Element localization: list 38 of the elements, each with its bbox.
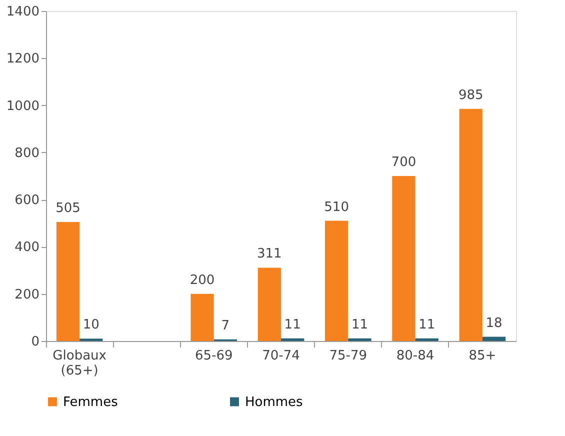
y-tick-label: 600 <box>14 193 40 208</box>
x-tick-label: 80-84 <box>396 348 434 364</box>
x-tick-label: Globaux (65+) <box>52 348 107 378</box>
bar <box>392 176 416 341</box>
data-label: 10 <box>82 318 100 333</box>
data-label: 311 <box>257 246 282 262</box>
data-label: 11 <box>418 317 436 332</box>
y-tick-label: 1400 <box>6 4 40 20</box>
x-tick-label: 70-74 <box>262 348 300 364</box>
y-tick-label: 1000 <box>6 98 40 114</box>
y-tick-label: 200 <box>14 287 40 302</box>
data-label: 11 <box>351 317 368 332</box>
bar <box>459 108 482 341</box>
data-label: 700 <box>391 155 416 170</box>
y-tick-label: 0 <box>31 334 40 350</box>
data-label: 505 <box>56 200 80 216</box>
y-tick-label: 400 <box>14 240 40 256</box>
bar <box>324 220 348 341</box>
x-tick-label: 75-79 <box>329 348 368 364</box>
legend-label: Femmes <box>63 394 118 410</box>
data-label: 510 <box>324 200 349 215</box>
bar <box>348 338 372 341</box>
legend-label: Hommes <box>245 394 304 410</box>
bar <box>258 268 281 341</box>
data-label: 18 <box>486 316 502 331</box>
bar <box>190 294 214 341</box>
x-tick-label: 65-69 <box>194 348 233 364</box>
bar <box>281 338 304 341</box>
y-tick-label: 1200 <box>6 52 40 67</box>
bar <box>56 222 80 341</box>
data-label: 11 <box>284 317 301 332</box>
data-label: 200 <box>190 272 215 288</box>
bar <box>482 336 506 341</box>
data-label: 7 <box>221 318 230 334</box>
y-tick-label: 800 <box>14 146 40 161</box>
data-label: 985 <box>458 88 484 103</box>
bar <box>415 338 438 341</box>
x-tick-label: 85+ <box>468 348 496 364</box>
